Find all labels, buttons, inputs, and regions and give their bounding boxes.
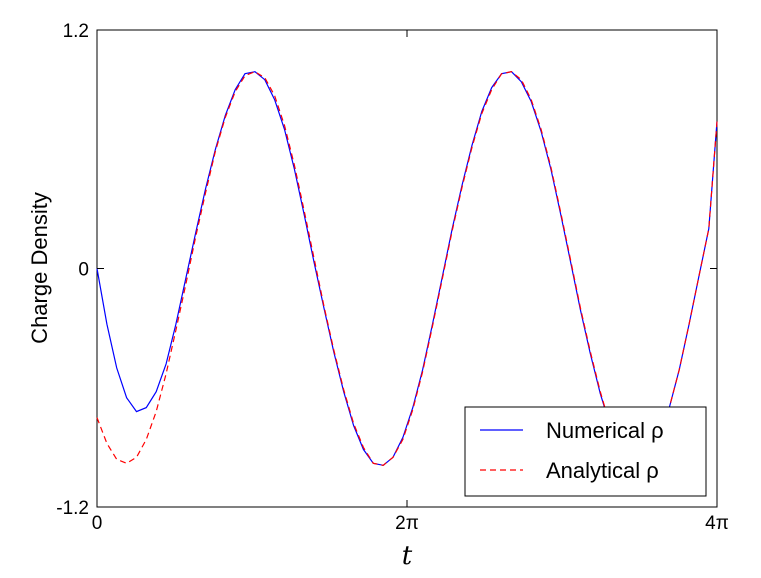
x-tick-label-1: 2π <box>395 513 419 534</box>
legend-label-numerical: Numerical ρ <box>546 418 664 443</box>
x-tick-label-2: 4π <box>705 513 729 534</box>
y-axis-label: Charge Density <box>27 192 52 344</box>
x-tick-label-0: 0 <box>92 513 103 534</box>
series-line-numerical <box>96 71 718 466</box>
legend-box <box>464 406 707 497</box>
y-tick-label-0: 1.2 <box>63 21 89 42</box>
y-tick-label-2: -1.2 <box>56 498 89 519</box>
series-line-analytical <box>96 71 718 466</box>
legend: Numerical ρ Analytical ρ <box>464 406 707 497</box>
legend-label-analytical: Analytical ρ <box>546 458 659 483</box>
y-tick-label-1: 0 <box>78 260 89 281</box>
x-axis-label: t <box>402 541 413 571</box>
